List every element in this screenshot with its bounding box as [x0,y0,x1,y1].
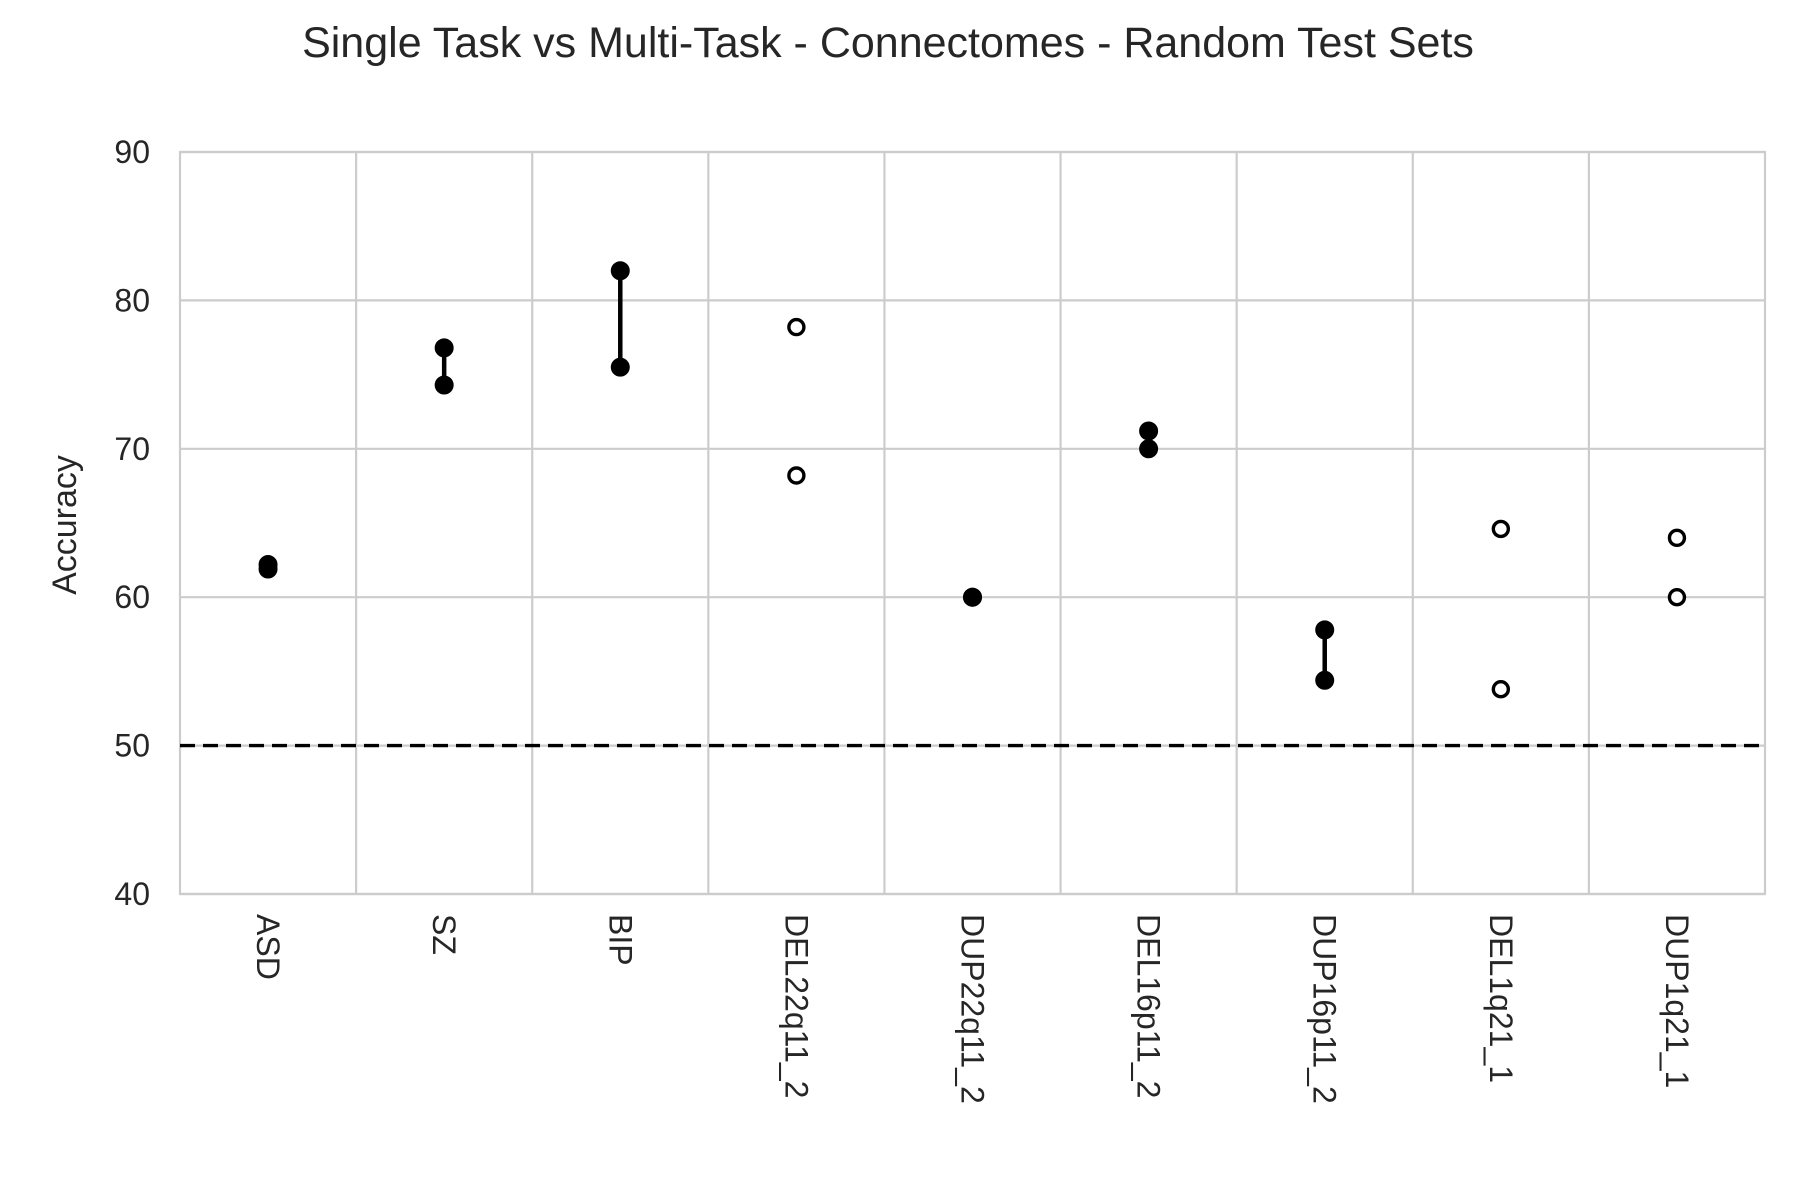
y-tick-label-0: 40 [114,876,150,912]
point-SZ-1 [434,375,454,395]
point-DUP1q21_1-1 [1667,588,1687,607]
x-tick-label-8: DUP1q21_1 [1659,914,1695,1088]
x-tick-label-4: DUP22q11_2 [955,914,991,1104]
point-DUP16p11_2-0 [1315,620,1335,640]
point-DEL16p11_2-1 [1139,439,1159,459]
y-tick-label-3: 70 [114,431,150,467]
point-DEL16p11_2-0 [1139,421,1159,441]
data-pair-DUP16p11_2 [1315,620,1335,690]
data-pair-DEL22q11_2 [787,317,806,485]
x-tick-labels: ASD SZ BIP DEL22q11_2 DUP22q11_2 DEL16p11_2 DU… [250,914,1695,1104]
point-SZ-0 [434,338,454,358]
data-pair-DEL16p11_2 [1139,421,1159,459]
point-BIP-1 [610,357,630,377]
data-pair-DUP1q21_1 [1667,528,1687,607]
data-pair-DUP22q11_2 [963,587,982,607]
point-DEL22q11_2-1 [787,466,806,485]
data-pair-DEL1q21_1 [1491,519,1511,699]
data-pair-ASD [258,555,278,579]
y-axis-label: Accuracy [46,455,84,595]
y-tick-labels: 40 50 60 70 80 90 [114,134,150,912]
x-tick-label-0: ASD [250,914,286,980]
point-DEL1q21_1-1 [1491,680,1511,699]
x-tick-label-5: DEL16p11_2 [1131,914,1167,1098]
x-tick-label-2: BIP [602,914,638,966]
y-tick-label-2: 60 [114,579,150,615]
point-DEL22q11_2-0 [787,317,806,337]
plot-frame [178,150,1767,896]
point-ASD-1 [258,559,278,579]
point-DEL1q21_1-0 [1491,519,1511,539]
point-DUP1q21_1-0 [1667,528,1687,548]
y-tick-label-4: 80 [114,282,150,318]
x-tick-label-1: SZ [426,914,462,955]
grid-layer [178,150,1767,896]
data-pair-BIP [610,261,630,377]
x-tick-label-7: DEL1q21_1 [1483,914,1519,1083]
point-DUP22q11_2-1 [963,587,982,607]
y-tick-label-5: 90 [114,134,150,170]
point-BIP-0 [610,261,630,281]
x-tick-label-6: DUP16p11_2 [1307,914,1343,1104]
y-tick-label-1: 50 [114,728,150,764]
x-tick-label-3: DEL22q11_2 [778,914,814,1098]
data-pair-SZ [434,338,454,395]
point-DUP16p11_2-1 [1315,670,1335,690]
chart-title: Single Task vs Multi-Task - Connectomes … [302,19,1474,67]
data-layer [258,261,1687,699]
